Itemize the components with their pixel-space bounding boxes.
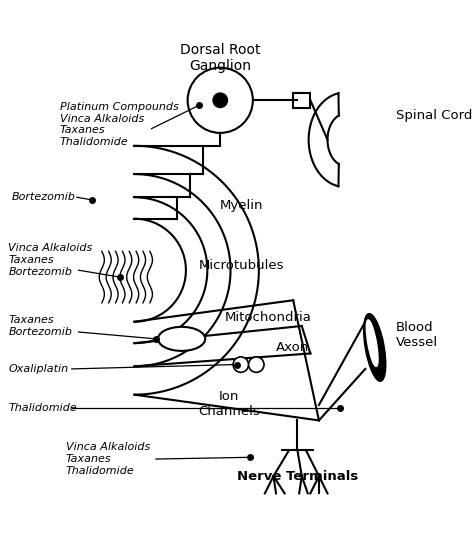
Circle shape [248, 357, 264, 372]
Text: Vinca Alkaloids
Taxanes
Thalidomide: Vinca Alkaloids Taxanes Thalidomide [66, 443, 150, 476]
Text: Oxaliplatin: Oxaliplatin [8, 364, 68, 374]
Text: Axon: Axon [276, 341, 309, 354]
Text: Platinum Compounds
Vinca Alkaloids
Taxanes
Thalidomide: Platinum Compounds Vinca Alkaloids Taxan… [60, 102, 179, 147]
Circle shape [188, 68, 253, 133]
Text: Nerve Terminals: Nerve Terminals [237, 470, 358, 483]
Text: Bortezomib: Bortezomib [12, 192, 76, 202]
Text: Mitochondria: Mitochondria [225, 311, 311, 324]
Text: Vinca Alkaloids
Taxanes
Bortezomib: Vinca Alkaloids Taxanes Bortezomib [8, 243, 92, 276]
Ellipse shape [366, 320, 378, 367]
Text: Spinal Cord: Spinal Cord [396, 109, 473, 122]
Text: Blood
Vessel: Blood Vessel [396, 320, 438, 349]
Text: Taxanes
Bortezomib: Taxanes Bortezomib [8, 315, 72, 337]
Ellipse shape [364, 314, 386, 381]
Text: Ion
Channels: Ion Channels [198, 390, 260, 418]
Circle shape [213, 93, 227, 107]
Text: Thalidomide: Thalidomide [8, 402, 77, 413]
Circle shape [233, 357, 248, 372]
Text: Myelin: Myelin [220, 199, 264, 212]
Ellipse shape [158, 327, 205, 351]
Text: Dorsal Root
Ganglion: Dorsal Root Ganglion [180, 43, 261, 73]
Text: Microtubules: Microtubules [199, 260, 284, 273]
